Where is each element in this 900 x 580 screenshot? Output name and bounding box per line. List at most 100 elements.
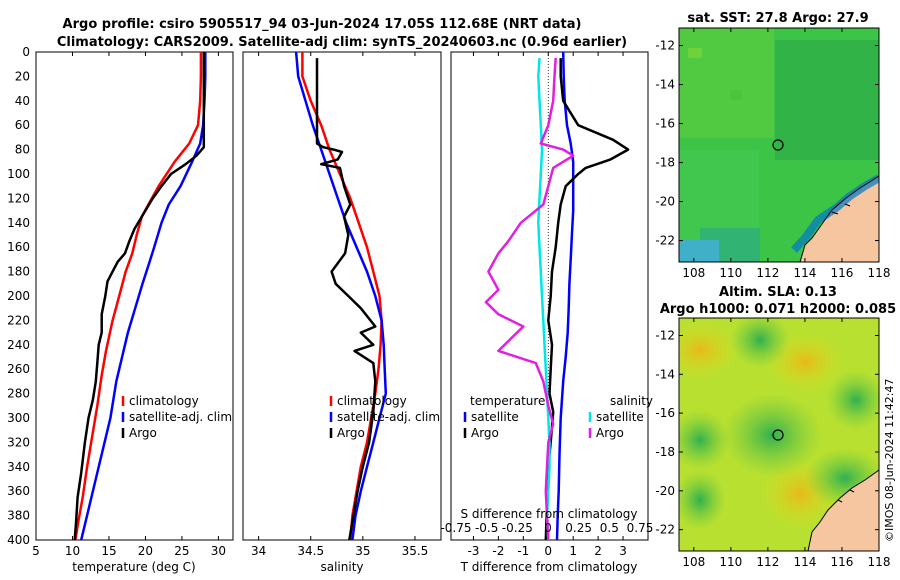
depth-tick-label: 180 <box>7 265 30 279</box>
salinity-legend: climatology satellite-adj. clim Argo <box>329 394 440 440</box>
legend-temp-argo-label: Argo <box>471 426 499 440</box>
depth-tick-label: 80 <box>15 143 30 157</box>
salinity-x-label: salinity <box>320 560 363 574</box>
depth-tick-label: 40 <box>15 94 30 108</box>
x-tick-label: 25 <box>174 544 189 558</box>
map-y-tick-label: -18 <box>655 156 675 170</box>
depth-tick-label: 200 <box>7 289 30 303</box>
s-difference-label: S difference from climatology <box>461 507 638 521</box>
sst-map-ticks: 108 110 112 114 116 118 -12 -14 -16 -18 -20 -22 <box>655 28 890 280</box>
s-difference-tick-label: -0.25 <box>502 521 533 535</box>
depth-tick-label: 360 <box>7 484 30 498</box>
x-tick-label: 34.5 <box>297 544 324 558</box>
s-difference-tick-label: 0.75 <box>627 521 654 535</box>
x-tick-label: 35.5 <box>402 544 429 558</box>
temperature-lines <box>73 52 207 540</box>
map-y-tick-label: -14 <box>655 367 675 381</box>
series-line-climatology <box>74 52 203 540</box>
x-tick-label: 0 <box>544 544 552 558</box>
s-difference-tick-label: -0.75 <box>440 521 471 535</box>
x-tick-label: 2 <box>594 544 602 558</box>
map-x-tick-label: 110 <box>719 555 742 569</box>
depth-tick-label: 60 <box>15 118 30 132</box>
sst-map-image <box>679 28 879 262</box>
depth-tick-label: 260 <box>7 362 30 376</box>
series-line-climatology <box>301 52 383 540</box>
map-x-tick-label: 114 <box>793 266 816 280</box>
legend-sal-argo-label: Argo <box>596 426 624 440</box>
figure-title-line2: Climatology: CARS2009. Satellite-adj cli… <box>57 35 627 50</box>
temperature-x-ticks: 5 10 15 20 25 30 <box>32 52 226 558</box>
salinity-x-ticks: 34 34.5 35 35.5 <box>251 52 428 558</box>
depth-tick-label: 340 <box>7 460 30 474</box>
sla-map-title-line2: Argo h1000: 0.071 h2000: 0.085 <box>660 302 896 317</box>
map-y-tick-label: -16 <box>655 406 675 420</box>
series-line-temperature-argo <box>544 58 630 540</box>
x-tick-label: 1 <box>569 544 577 558</box>
s-difference-tick-label: 0.25 <box>565 521 592 535</box>
depth-tick-label: 0 <box>22 45 30 59</box>
temperature-panel: 5 10 15 20 25 30 temperature (deg C) climatol… <box>32 51 234 574</box>
depth-tick-label: 20 <box>15 69 30 83</box>
argo-location-marker <box>772 139 784 151</box>
salinity-plot-frame <box>242 51 442 541</box>
x-tick-label: 34 <box>251 544 266 558</box>
series-line-salinity-argo <box>484 58 575 540</box>
map-y-tick-label: -12 <box>655 39 675 53</box>
depth-tick-label: 220 <box>7 313 30 327</box>
s-difference-tick-label: 0.5 <box>600 521 619 535</box>
sst-map-title: sat. SST: 27.8 Argo: 27.9 <box>687 11 868 26</box>
depth-tick-label: 120 <box>7 191 30 205</box>
depth-tick-label: 380 <box>7 509 30 523</box>
x-tick-label: 35 <box>355 544 370 558</box>
legend-argo-label: Argo <box>129 426 157 440</box>
legend-argo-label: Argo <box>337 426 365 440</box>
sla-map: Altim. SLA: 0.13 Argo h1000: 0.071 h2000… <box>655 285 896 569</box>
depth-tick-label: 400 <box>7 533 30 547</box>
difference-x-label: T difference from climatology <box>460 560 638 574</box>
legend-climatology-label: climatology <box>129 394 199 408</box>
x-tick-label: -2 <box>492 544 504 558</box>
depth-axis: 0 20 40 60 80 100 120 140 160 180 200 220 240 260 280 3… <box>7 45 648 547</box>
series-line-satellite-adj-clim <box>294 52 388 540</box>
sla-map-frame <box>678 317 880 552</box>
map-y-tick-label: -14 <box>655 78 675 92</box>
temperature-legend: climatology satellite-adj. clim Argo <box>121 394 232 440</box>
series-line-argo <box>315 58 377 540</box>
map-y-tick-label: -22 <box>655 523 675 537</box>
map-x-tick-label: 108 <box>682 266 705 280</box>
difference-legend: temperature satellite Argo salinity sate… <box>463 394 653 440</box>
legend-climatology-label: climatology <box>337 394 407 408</box>
s-difference-ticks: -0.75 -0.5 -0.25 0 0.25 0.5 0.75 <box>440 521 653 535</box>
legend-sal-satellite-label: satellite <box>596 410 644 424</box>
legend-temp-satellite-label: satellite <box>471 410 519 424</box>
depth-tick-label: 280 <box>7 387 30 401</box>
series-line-satellite-adj-clim <box>79 52 207 540</box>
x-tick-label: 5 <box>32 544 40 558</box>
map-y-tick-label: -20 <box>655 484 675 498</box>
series-line-argo <box>73 52 206 540</box>
legend-temperature-heading: temperature <box>470 394 545 408</box>
depth-tick-label: 140 <box>7 216 30 230</box>
map-y-tick-label: -18 <box>655 445 675 459</box>
x-tick-label: -3 <box>467 544 479 558</box>
sla-map-title-line1: Altim. SLA: 0.13 <box>719 285 837 300</box>
difference-x-ticks: -3 -2 -1 0 1 2 3 <box>467 52 627 558</box>
depth-tick-label: 100 <box>7 167 30 181</box>
series-line-temperature-satellite <box>555 52 575 540</box>
depth-tick-label: 240 <box>7 338 30 352</box>
sla-map-image <box>679 318 879 551</box>
map-x-tick-label: 116 <box>831 555 854 569</box>
sst-map-frame <box>678 27 880 263</box>
legend-satellite-label: satellite-adj. clim <box>337 410 440 424</box>
series-line-salinity-satellite <box>537 58 551 540</box>
sst-map: sat. SST: 27.8 Argo: 27.9 108 110 112 114 11… <box>655 11 890 280</box>
map-x-tick-label: 108 <box>682 555 705 569</box>
argo-location-marker <box>772 429 784 441</box>
map-y-tick-label: -16 <box>655 117 675 131</box>
salinity-lines <box>294 52 388 540</box>
map-x-tick-label: 114 <box>793 555 816 569</box>
legend-salinity-heading: salinity <box>610 394 653 408</box>
map-x-tick-label: 118 <box>868 555 891 569</box>
legend-satellite-label: satellite-adj. clim <box>129 410 232 424</box>
